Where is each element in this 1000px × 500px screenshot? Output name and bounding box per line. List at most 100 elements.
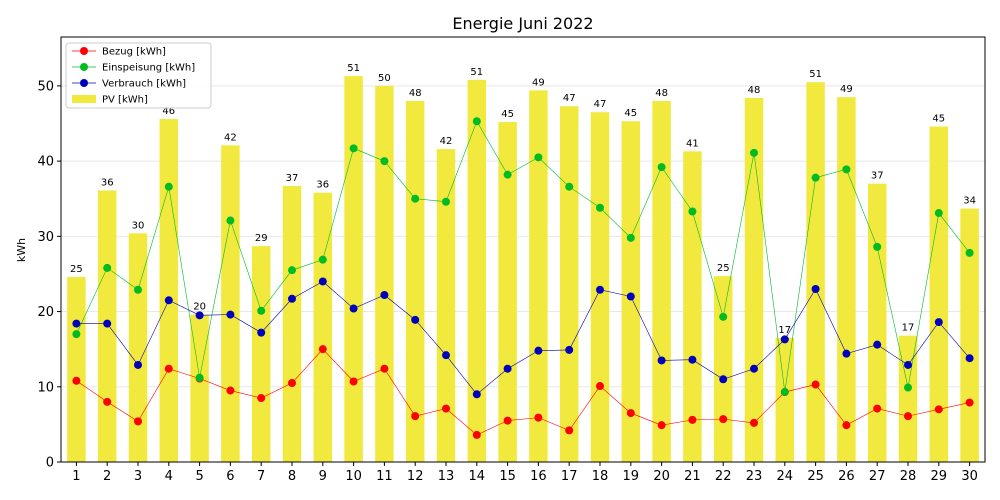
x-axis-ticks: 1 2 3 4 5 6 7 8 9 10 11 12 13 14 15 16 17 18 19 20 21 22 23 24 2…: [72, 462, 978, 484]
bar-data-label: 49: [840, 84, 853, 95]
x-tick-label: 20: [653, 469, 670, 484]
series-point: [442, 404, 450, 413]
series-point: [472, 390, 481, 399]
bar: [67, 276, 86, 462]
x-tick-label: 21: [684, 469, 701, 484]
series-point: [842, 421, 851, 430]
series-point: [719, 375, 728, 384]
bar-data-label: 36: [316, 180, 329, 191]
y-tick-label: 50: [37, 79, 54, 94]
series-2: [72, 277, 974, 399]
series-point: [288, 266, 296, 275]
series-line: [76, 120, 970, 393]
series-point: [780, 388, 789, 397]
bar: [405, 100, 425, 462]
bar-data-label: 51: [470, 67, 483, 78]
series-point: [164, 296, 173, 305]
bar-data-label: 42: [440, 136, 453, 147]
bar: [559, 106, 579, 462]
bar: [806, 82, 825, 462]
series-point: [688, 415, 697, 424]
series-point: [380, 291, 389, 300]
bar-data-label: 30: [132, 220, 145, 231]
bar: [713, 276, 733, 462]
bar: [837, 97, 856, 462]
series-line: [76, 348, 970, 436]
series-point: [411, 412, 420, 421]
bar-data-label: 48: [655, 88, 668, 99]
series-point: [596, 382, 604, 391]
series-point: [780, 335, 789, 344]
bar: [128, 233, 148, 462]
series-point: [934, 405, 943, 414]
x-tick-label: 7: [257, 469, 265, 484]
bar: [621, 121, 641, 462]
bar: [683, 151, 702, 462]
x-tick-label: 25: [807, 469, 824, 484]
series-point: [626, 292, 635, 301]
series-point: [134, 417, 142, 426]
series-point: [811, 173, 820, 182]
series-point: [565, 426, 574, 435]
bar: [344, 76, 363, 462]
y-tick-label: 40: [37, 155, 54, 170]
legend-bar-swatch: [72, 95, 96, 103]
series-point: [442, 351, 450, 360]
x-tick-label: 2: [103, 469, 111, 484]
bar: [498, 122, 517, 462]
x-tick-label: 14: [469, 469, 486, 484]
bar-data-label: 20: [193, 302, 206, 313]
x-tick-label: 24: [777, 469, 794, 484]
bar-data-label: 29: [255, 233, 268, 244]
series-point: [688, 207, 697, 216]
bar: [221, 145, 240, 462]
x-tick-label: 13: [438, 469, 455, 484]
bar: [282, 185, 302, 462]
bar-data-label: 25: [70, 264, 83, 275]
bar-data-label: 37: [286, 173, 299, 184]
legend-entry: PV [kWh]: [102, 95, 148, 106]
series-point: [873, 340, 882, 349]
series-point: [349, 304, 358, 313]
line-series: [72, 117, 974, 439]
series-point: [965, 248, 974, 257]
bar-data-label: 45: [624, 108, 637, 119]
bar: [159, 118, 179, 462]
x-tick-label: 1: [72, 469, 80, 484]
legend-entry: Bezug [kWh]: [102, 47, 166, 58]
series-point: [811, 380, 820, 389]
series-point: [657, 421, 666, 430]
series-point: [657, 163, 666, 172]
series-point: [257, 306, 266, 315]
series-point: [596, 285, 604, 294]
bar-data-label: 47: [563, 93, 576, 104]
series-point: [626, 233, 635, 242]
series-point: [411, 194, 420, 203]
series-point: [657, 356, 666, 365]
series-point: [349, 144, 358, 153]
series-point: [934, 209, 943, 218]
series-point: [288, 294, 296, 303]
series-point: [103, 263, 112, 272]
x-tick-label: 9: [319, 469, 327, 484]
series-point: [103, 397, 112, 406]
plot-frame: [60, 36, 986, 463]
series-point: [565, 182, 574, 191]
legend-marker: [80, 47, 88, 55]
series-point: [565, 345, 574, 354]
bar-series: [67, 76, 979, 463]
bar-data-labels: 25 36 30 46 20 42 29 37 36 51 50 48 42 51 45 49 47 47 45 48…: [70, 63, 976, 336]
x-tick-label: 30: [961, 469, 978, 484]
bar-data-label: 37: [871, 171, 884, 182]
series-point: [226, 216, 235, 225]
bar-data-label: 50: [378, 73, 391, 84]
bar-data-label: 45: [501, 109, 514, 120]
bar-data-label: 45: [932, 114, 945, 125]
legend-marker: [80, 79, 88, 87]
bar-data-label: 42: [224, 132, 237, 143]
x-tick-label: 27: [869, 469, 886, 484]
series-point: [257, 394, 266, 403]
bar: [929, 126, 949, 462]
series-point: [103, 319, 112, 328]
